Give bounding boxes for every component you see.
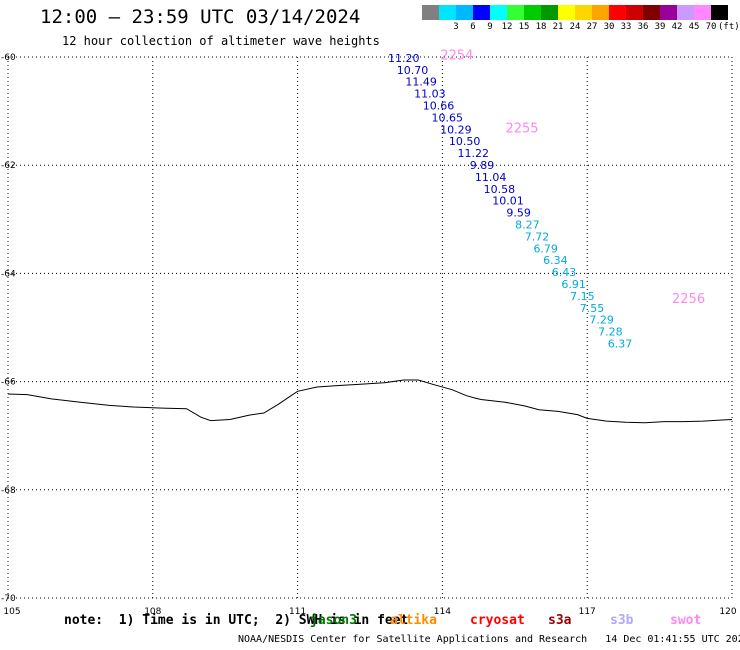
time-label: 2256 <box>672 292 705 307</box>
wave-height-value: 10.50 <box>449 135 481 148</box>
legend-unit: (ft) <box>718 22 740 32</box>
footer-note: note: 1) Time is in UTC; 2) SWH is in fe… <box>64 613 409 628</box>
legend-label: 15 <box>518 22 530 32</box>
wave-height-value: 7.55 <box>580 302 605 315</box>
wave-height-value: 10.66 <box>423 99 455 112</box>
legend-label: 27 <box>586 22 598 32</box>
map-grid <box>7 56 733 599</box>
altimeter-track: 11.2010.7011.4911.0310.6610.6510.2910.50… <box>388 52 632 351</box>
legend-swatch <box>541 5 558 20</box>
legend-swatch <box>694 5 711 20</box>
legend-labels: (ft) 3 6 9 12 15 18 21 24 27 30 33 36 39 42 45 70 <box>422 20 739 34</box>
legend-swatch <box>439 5 456 20</box>
wave-height-value: 11.49 <box>405 76 437 89</box>
wave-height-value: 7.28 <box>598 326 623 339</box>
legend-swatch <box>524 5 541 20</box>
legend-label: 24 <box>569 22 581 32</box>
lat-tick-label: -68 <box>1 486 16 496</box>
lat-tick-label: -62 <box>1 161 16 171</box>
legend-swatch <box>609 5 626 20</box>
satellite-label-s3a: s3a <box>548 613 572 628</box>
lat-tick-label: -70 <box>1 594 16 604</box>
time-labels: 2254 2255 2256 <box>440 49 705 307</box>
wave-height-value: 10.58 <box>484 183 516 196</box>
legend-swatch <box>626 5 643 20</box>
wave-height-value: 9.59 <box>506 207 531 220</box>
legend-label: 21 <box>552 22 564 32</box>
legend-label: 6 <box>470 22 476 32</box>
lon-tick-label: 111 <box>289 607 306 617</box>
legend-label: 30 <box>603 22 615 32</box>
legend-swatch <box>575 5 592 20</box>
lat-tick-label: -66 <box>1 378 16 388</box>
legend-swatch <box>473 5 490 20</box>
wave-height-value: 11.22 <box>458 147 490 160</box>
wave-height-value: 7.72 <box>525 230 550 243</box>
lon-tick-label: 108 <box>144 607 161 617</box>
axis-tick-labels: 105 108 111 114 117 120 -60 -62 -64 -66 -68 -70 <box>1 53 737 617</box>
map-subtitle: 12 hour collection of altimeter wave hei… <box>62 34 380 48</box>
legend-label: 33 <box>620 22 632 32</box>
legend-label: 12 <box>501 22 513 32</box>
wave-height-value: 6.34 <box>543 254 568 267</box>
wave-height-value: 11.04 <box>475 171 507 184</box>
wave-height-value: 6.43 <box>552 266 577 279</box>
lon-tick-label: 105 <box>3 607 20 617</box>
legend-label: 39 <box>654 22 666 32</box>
color-legend: (ft) 3 6 9 12 15 18 21 24 27 30 33 36 39 42 45 70 <box>422 5 740 34</box>
map-title: 12:00 – 23:59 UTC 03/14/2024 <box>40 6 361 28</box>
legend-swatch <box>711 5 728 20</box>
time-label: 2254 <box>440 49 473 64</box>
legend-swatch <box>677 5 694 20</box>
coastline <box>7 379 733 424</box>
wave-height-value: 7.29 <box>589 314 614 327</box>
wave-height-value: 10.01 <box>492 195 524 208</box>
satellite-label-jason3: jason3 <box>310 613 357 628</box>
wave-height-value: 10.65 <box>431 111 463 124</box>
legend-swatch <box>422 5 439 20</box>
wave-height-value: 6.79 <box>533 242 558 255</box>
wave-height-value: 10.70 <box>397 64 429 77</box>
legend-label: 18 <box>535 22 547 32</box>
legend-swatches <box>422 5 728 20</box>
legend-swatch <box>490 5 507 20</box>
footer-credit: NOAA/NESDIS Center for Satellite Applica… <box>238 634 740 645</box>
legend-label: 36 <box>637 22 649 32</box>
legend-swatch <box>643 5 660 20</box>
time-label: 2255 <box>505 122 538 137</box>
legend-label: 45 <box>688 22 700 32</box>
wave-height-value: 11.20 <box>388 52 420 65</box>
wave-height-value: 10.29 <box>440 123 472 136</box>
satellite-label-swot: swot <box>670 613 702 628</box>
lon-tick-label: 114 <box>434 607 451 617</box>
wave-height-value: 8.27 <box>515 218 540 231</box>
lon-tick-label: 117 <box>579 607 596 617</box>
satellite-label-cryosat: cryosat <box>470 613 525 628</box>
legend-label: 70 <box>705 22 717 32</box>
legend-swatch <box>507 5 524 20</box>
satellite-label-altika: altika <box>390 613 437 628</box>
lat-tick-label: -64 <box>1 269 16 279</box>
legend-label: 9 <box>487 22 493 32</box>
legend-swatch <box>558 5 575 20</box>
wave-height-value: 6.37 <box>608 338 633 351</box>
legend-label: 42 <box>671 22 683 32</box>
satellite-label-s3b: s3b <box>610 613 634 628</box>
legend-label: 3 <box>453 22 459 32</box>
wave-height-value: 11.03 <box>414 88 446 101</box>
wave-height-value: 9.89 <box>470 159 495 172</box>
wave-height-value: 6.91 <box>561 278 586 291</box>
legend-swatch <box>660 5 677 20</box>
legend-swatch <box>456 5 473 20</box>
wave-height-value: 7.15 <box>570 290 595 303</box>
lat-tick-label: -60 <box>1 53 16 63</box>
legend-swatch <box>592 5 609 20</box>
lon-tick-label: 120 <box>719 607 736 617</box>
